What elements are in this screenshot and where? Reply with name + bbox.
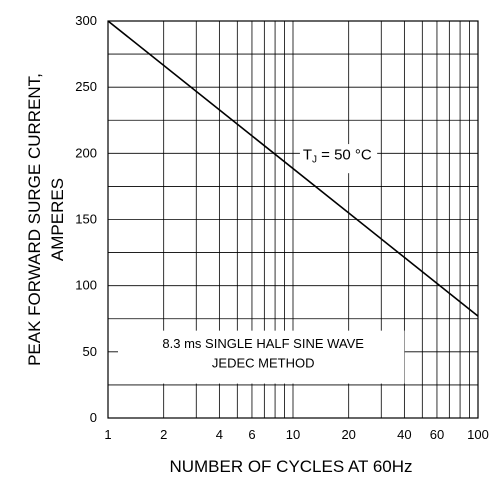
x-tick-label: 1 bbox=[104, 427, 111, 442]
y-tick-label: 200 bbox=[75, 145, 97, 160]
tj-label-background bbox=[299, 144, 378, 174]
x-tick-label: 10 bbox=[286, 427, 300, 442]
y-tick-label: 300 bbox=[75, 13, 97, 28]
x-tick-label: 20 bbox=[341, 427, 355, 442]
tj-prefix: T bbox=[303, 146, 312, 163]
x-tick-labels: 1 2 4 6 10 20 40 60 100 bbox=[104, 427, 488, 442]
x-tick-label: 100 bbox=[467, 427, 489, 442]
tj-rest: = 50 °C bbox=[317, 146, 372, 163]
x-axis-title: NUMBER OF CYCLES AT 60Hz bbox=[169, 457, 412, 476]
y-tick-label: 150 bbox=[75, 212, 97, 227]
method-label-background bbox=[118, 330, 405, 384]
y-tick-label: 250 bbox=[75, 79, 97, 94]
series-line-1 bbox=[107, 20, 479, 317]
x-tick-label: 2 bbox=[160, 427, 167, 442]
y-tick-label: 100 bbox=[75, 278, 97, 293]
x-tick-label: 6 bbox=[248, 427, 255, 442]
tj-subscript: J bbox=[312, 154, 317, 165]
series-layer bbox=[107, 20, 479, 317]
x-tick-label: 60 bbox=[430, 427, 444, 442]
x-tick-label: 40 bbox=[397, 427, 411, 442]
y-tick-labels: 0 50 100 150 200 250 300 bbox=[75, 13, 97, 425]
y-axis-title-line1: PEAK FORWARD SURGE CURRENT, bbox=[25, 73, 44, 366]
chart-grid bbox=[108, 21, 478, 418]
plot-frame bbox=[107, 20, 479, 419]
method-annotation-line1: 8.3 ms SINGLE HALF SINE WAVE bbox=[162, 336, 364, 351]
y-tick-label: 0 bbox=[90, 410, 97, 425]
y-tick-label: 50 bbox=[83, 344, 97, 359]
method-annotation-line2: JEDEC METHOD bbox=[212, 356, 315, 371]
junction-temp-annotation: TJ = 50 °C bbox=[303, 146, 372, 165]
x-tick-label: 4 bbox=[216, 427, 223, 442]
y-axis-title-line2: AMPERES bbox=[48, 178, 67, 261]
